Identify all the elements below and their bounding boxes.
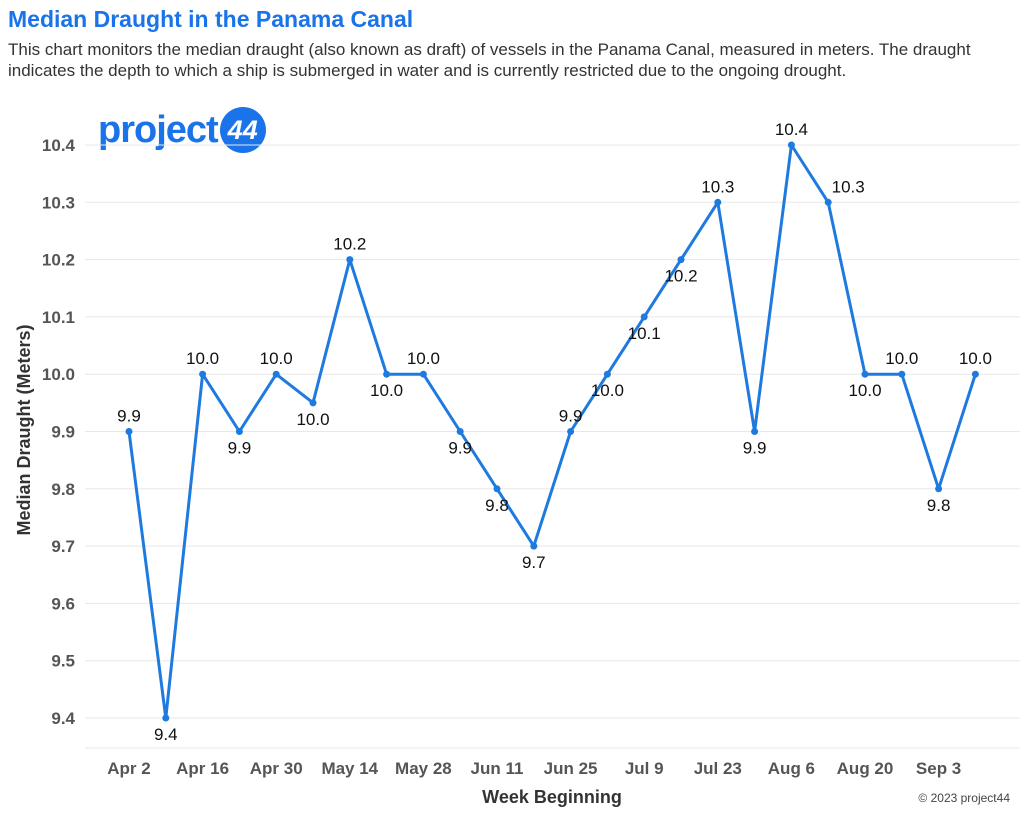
data-label: 10.2: [333, 235, 366, 254]
data-label: 10.0: [186, 349, 219, 368]
data-point: [162, 714, 170, 722]
x-tick-label: Jun 11: [471, 759, 524, 778]
data-label: 9.7: [522, 553, 546, 572]
y-tick-label: 9.8: [51, 480, 75, 499]
data-labels: 9.99.410.09.910.010.010.210.010.09.99.89…: [117, 120, 992, 744]
y-tick-label: 9.4: [51, 709, 75, 728]
y-tick-label: 9.6: [51, 594, 75, 613]
data-label: 9.4: [154, 725, 178, 744]
data-label: 10.0: [370, 381, 403, 400]
x-tick-label: May 28: [395, 759, 452, 778]
data-point: [125, 428, 133, 435]
data-point: [640, 313, 648, 321]
data-label: 9.9: [228, 439, 252, 458]
data-point: [567, 428, 575, 435]
x-tick-label: Apr 30: [250, 759, 303, 778]
data-label: 10.3: [701, 177, 734, 196]
series-line: [127, 143, 977, 720]
chart-subtitle: This chart monitors the median draught (…: [8, 40, 971, 80]
data-label: 10.2: [664, 267, 697, 286]
data-point: [493, 485, 501, 493]
x-tick-label: Apr 16: [176, 759, 229, 778]
x-tick-label: Aug 20: [837, 759, 894, 778]
data-label: 10.0: [296, 410, 329, 429]
y-tick-label: 9.5: [51, 652, 75, 671]
data-point: [898, 370, 906, 378]
chart-title: Median Draught in the Panama Canal: [8, 6, 414, 32]
data-point: [751, 428, 759, 435]
y-tick-label: 10.3: [42, 193, 75, 212]
data-point: [530, 542, 538, 550]
data-point: [861, 370, 869, 378]
data-point: [787, 141, 795, 149]
data-label: 10.0: [848, 381, 881, 400]
data-label: 10.0: [260, 349, 293, 368]
draught-line: [127, 143, 977, 720]
y-tick-label: 10.0: [42, 365, 75, 384]
data-point: [309, 399, 317, 407]
data-point: [603, 370, 611, 378]
data-point: [677, 256, 685, 264]
data-point: [419, 370, 427, 378]
data-label: 9.9: [743, 439, 767, 458]
y-axis-title: Median Draught (Meters): [14, 324, 34, 535]
data-label: 10.0: [591, 381, 624, 400]
data-point: [971, 370, 979, 378]
y-tick-label: 10.4: [42, 136, 76, 155]
x-tick-label: Jul 9: [625, 759, 664, 778]
data-label: 9.9: [117, 407, 141, 426]
data-label: 9.9: [448, 439, 472, 458]
data-label: 10.3: [832, 177, 865, 196]
x-tick-label: Aug 6: [768, 759, 815, 778]
y-tick-label: 10.1: [42, 308, 75, 327]
x-axis-title: Week Beginning: [482, 787, 622, 807]
data-point: [346, 256, 354, 264]
data-point: [383, 370, 391, 378]
x-tick-label: Jul 23: [694, 759, 742, 778]
y-axis-ticks: 9.4 9.5 9.6 9.7 9.8 9.9 10.0 10.1 10.2 10.3 10.4: [42, 136, 76, 728]
data-point: [824, 198, 832, 206]
data-label: 10.1: [628, 324, 661, 343]
data-point: [272, 370, 280, 378]
data-label: 10.0: [959, 349, 992, 368]
data-point: [456, 428, 464, 435]
data-label: 9.8: [485, 496, 509, 515]
data-point: [235, 428, 243, 435]
copyright-notice: © 2023 project44: [918, 791, 1010, 805]
logo-text: project: [98, 108, 219, 151]
data-point: [199, 370, 207, 378]
data-point: [714, 198, 722, 206]
data-points: [125, 141, 979, 722]
x-tick-label: Jun 25: [544, 759, 598, 778]
x-tick-label: Apr 2: [107, 759, 150, 778]
x-tick-label: Sep 3: [916, 759, 961, 778]
data-label: 9.8: [927, 496, 951, 515]
x-tick-label: May 14: [321, 759, 378, 778]
y-tick-label: 9.7: [51, 537, 75, 556]
x-axis-ticks: Apr 2 Apr 16 Apr 30 May 14 May 28 Jun 11 Jun 2…: [107, 759, 961, 778]
data-point: [935, 485, 943, 493]
data-label: 10.0: [407, 349, 440, 368]
data-label: 10.0: [885, 349, 918, 368]
grid-lines: [85, 144, 1020, 749]
data-label: 10.4: [775, 120, 808, 139]
data-label: 9.9: [559, 407, 583, 426]
y-tick-label: 9.9: [51, 423, 75, 442]
y-tick-label: 10.2: [42, 251, 75, 270]
